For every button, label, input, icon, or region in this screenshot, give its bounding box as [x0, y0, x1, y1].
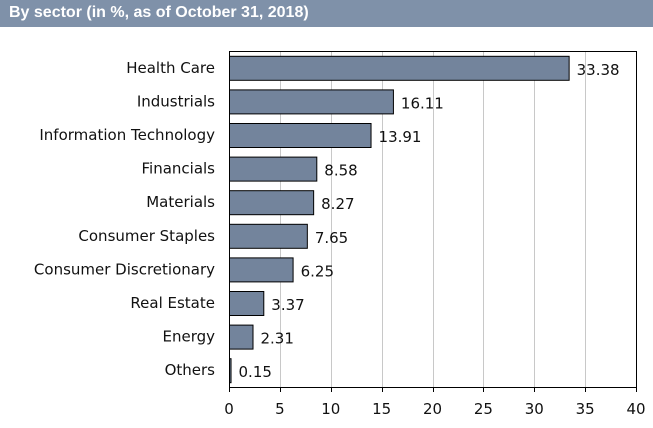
tick-label-25: 25 [474, 400, 493, 418]
bar-consumer-discretionary [229, 257, 294, 283]
tick-label-5: 5 [275, 400, 285, 418]
value-label-financials: 8.58 [324, 162, 357, 180]
bars [229, 55, 570, 384]
x-axis-ticks: 0 5 10 15 20 25 30 35 40 [224, 387, 646, 418]
category-label-financials: Financials [142, 160, 216, 178]
tick-label-30: 30 [525, 400, 544, 418]
category-label-information-technology: Information Technology [39, 126, 215, 144]
bar-energy [229, 324, 254, 350]
bar-financials [229, 156, 318, 182]
bar-consumer-staples [229, 223, 308, 249]
bar-industrials [229, 89, 394, 115]
bar-real-estate [229, 291, 265, 316]
tick-label-0: 0 [224, 400, 234, 418]
value-label-consumer-discretionary: 6.25 [301, 262, 334, 280]
tick-label-10: 10 [321, 400, 340, 418]
bar-information-technology [229, 123, 372, 148]
chart-title: By sector (in %, as of October 31, 2018) [9, 4, 309, 21]
value-label-information-technology: 13.91 [379, 128, 422, 146]
value-label-others: 0.15 [239, 363, 272, 381]
tick-label-40: 40 [626, 400, 645, 418]
category-label-real-estate: Real Estate [130, 294, 215, 312]
tick-label-20: 20 [423, 400, 442, 418]
value-label-health-care: 33.38 [577, 61, 620, 79]
category-label-energy: Energy [162, 328, 215, 346]
gridlines [280, 51, 586, 387]
value-label-materials: 8.27 [321, 195, 354, 213]
category-label-industrials: Industrials [137, 92, 215, 110]
value-label-real-estate: 3.37 [271, 296, 304, 314]
tick-label-15: 15 [372, 400, 391, 418]
tick-label-35: 35 [576, 400, 595, 418]
bar-materials [229, 190, 315, 216]
value-labels: 33.38 16.11 13.91 8.58 8.27 7.65 6.25 3.37 2.31 0… [239, 61, 620, 381]
category-label-consumer-discretionary: Consumer Discretionary [34, 260, 215, 278]
category-label-consumer-staples: Consumer Staples [78, 227, 215, 245]
bar-health-care [229, 55, 570, 81]
value-label-consumer-staples: 7.65 [315, 229, 348, 247]
value-label-energy: 2.31 [261, 330, 294, 348]
category-label-materials: Materials [146, 193, 215, 211]
category-labels: Health Care Industrials Information Techno… [34, 59, 215, 379]
category-label-others: Others [165, 361, 216, 379]
value-label-industrials: 16.11 [401, 94, 444, 112]
chart-header: By sector (in %, as of October 31, 2018) [0, 0, 653, 27]
category-label-health-care: Health Care [126, 59, 215, 77]
